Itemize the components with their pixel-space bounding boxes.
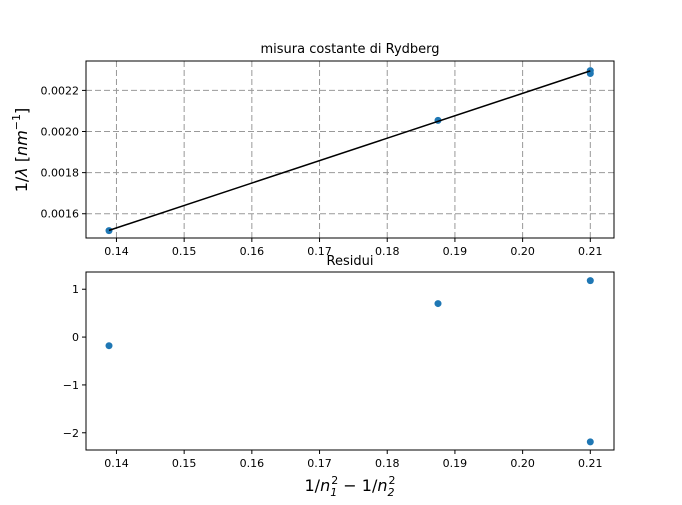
axis-ticks: 0.14 0.15 0.16 0.17 0.18 0.19 0.20 0.21 −2 −1 0 1 bbox=[63, 283, 603, 470]
x-tick-label: 0.18 bbox=[375, 245, 400, 258]
axes-frame bbox=[85, 60, 615, 239]
x-tick-label: 0.21 bbox=[578, 457, 603, 470]
x-tick-label: 0.16 bbox=[240, 245, 265, 258]
data-point bbox=[105, 342, 113, 350]
x-tick-label: 0.16 bbox=[240, 457, 265, 470]
data-marks bbox=[105, 67, 594, 235]
x-tick-label: 0.14 bbox=[104, 457, 129, 470]
fit-line bbox=[108, 70, 591, 232]
x-axis-label: 1/n12 − 1/n22 bbox=[304, 474, 395, 499]
axis-ticks: 0.14 0.15 0.16 0.17 0.18 0.19 0.20 0.21 0.0016 0.… bbox=[41, 84, 603, 258]
y-tick-label: 0.0016 bbox=[41, 208, 80, 221]
y-tick-label: 1 bbox=[72, 283, 79, 296]
plot-area bbox=[86, 272, 614, 450]
x-tick-label: 0.19 bbox=[443, 245, 468, 258]
grid-lines bbox=[86, 61, 614, 238]
x-tick-label: 0.15 bbox=[172, 457, 197, 470]
data-marks bbox=[105, 277, 594, 446]
x-tick-label: 0.14 bbox=[104, 245, 129, 258]
data-point bbox=[586, 277, 594, 285]
x-tick-label: 0.21 bbox=[578, 245, 603, 258]
y-tick-label: −1 bbox=[63, 379, 79, 392]
data-point bbox=[586, 438, 594, 446]
x-tick-label: 0.17 bbox=[307, 245, 332, 258]
x-tick-label: 0.20 bbox=[510, 245, 535, 258]
rydberg-fit-panel: 0.14 0.15 0.16 0.17 0.18 0.19 0.20 0.21 0.0016 0.… bbox=[10, 42, 615, 258]
axes-frame bbox=[85, 271, 615, 451]
data-point bbox=[105, 227, 113, 235]
x-tick-label: 0.20 bbox=[510, 457, 535, 470]
chart-title: misura costante di Rydberg bbox=[260, 42, 439, 57]
y-tick-label: −2 bbox=[63, 427, 79, 440]
y-tick-label: 0.0022 bbox=[41, 84, 80, 97]
residuals-panel: 0.14 0.15 0.16 0.17 0.18 0.19 0.20 0.21 −2 −1 0 1 R… bbox=[63, 254, 615, 499]
x-tick-label: 0.19 bbox=[443, 457, 468, 470]
data-point bbox=[434, 300, 442, 308]
chart-title: Residui bbox=[327, 254, 374, 269]
y-tick-label: 0.0018 bbox=[41, 167, 80, 180]
x-tick-label: 0.18 bbox=[375, 457, 400, 470]
y-tick-label: 0.0020 bbox=[41, 126, 80, 139]
y-tick-label: 0 bbox=[72, 331, 79, 344]
x-tick-label: 0.17 bbox=[307, 457, 332, 470]
x-tick-label: 0.15 bbox=[172, 245, 197, 258]
